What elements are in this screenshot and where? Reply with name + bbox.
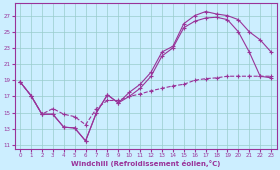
X-axis label: Windchill (Refroidissement éolien,°C): Windchill (Refroidissement éolien,°C) <box>71 159 220 167</box>
